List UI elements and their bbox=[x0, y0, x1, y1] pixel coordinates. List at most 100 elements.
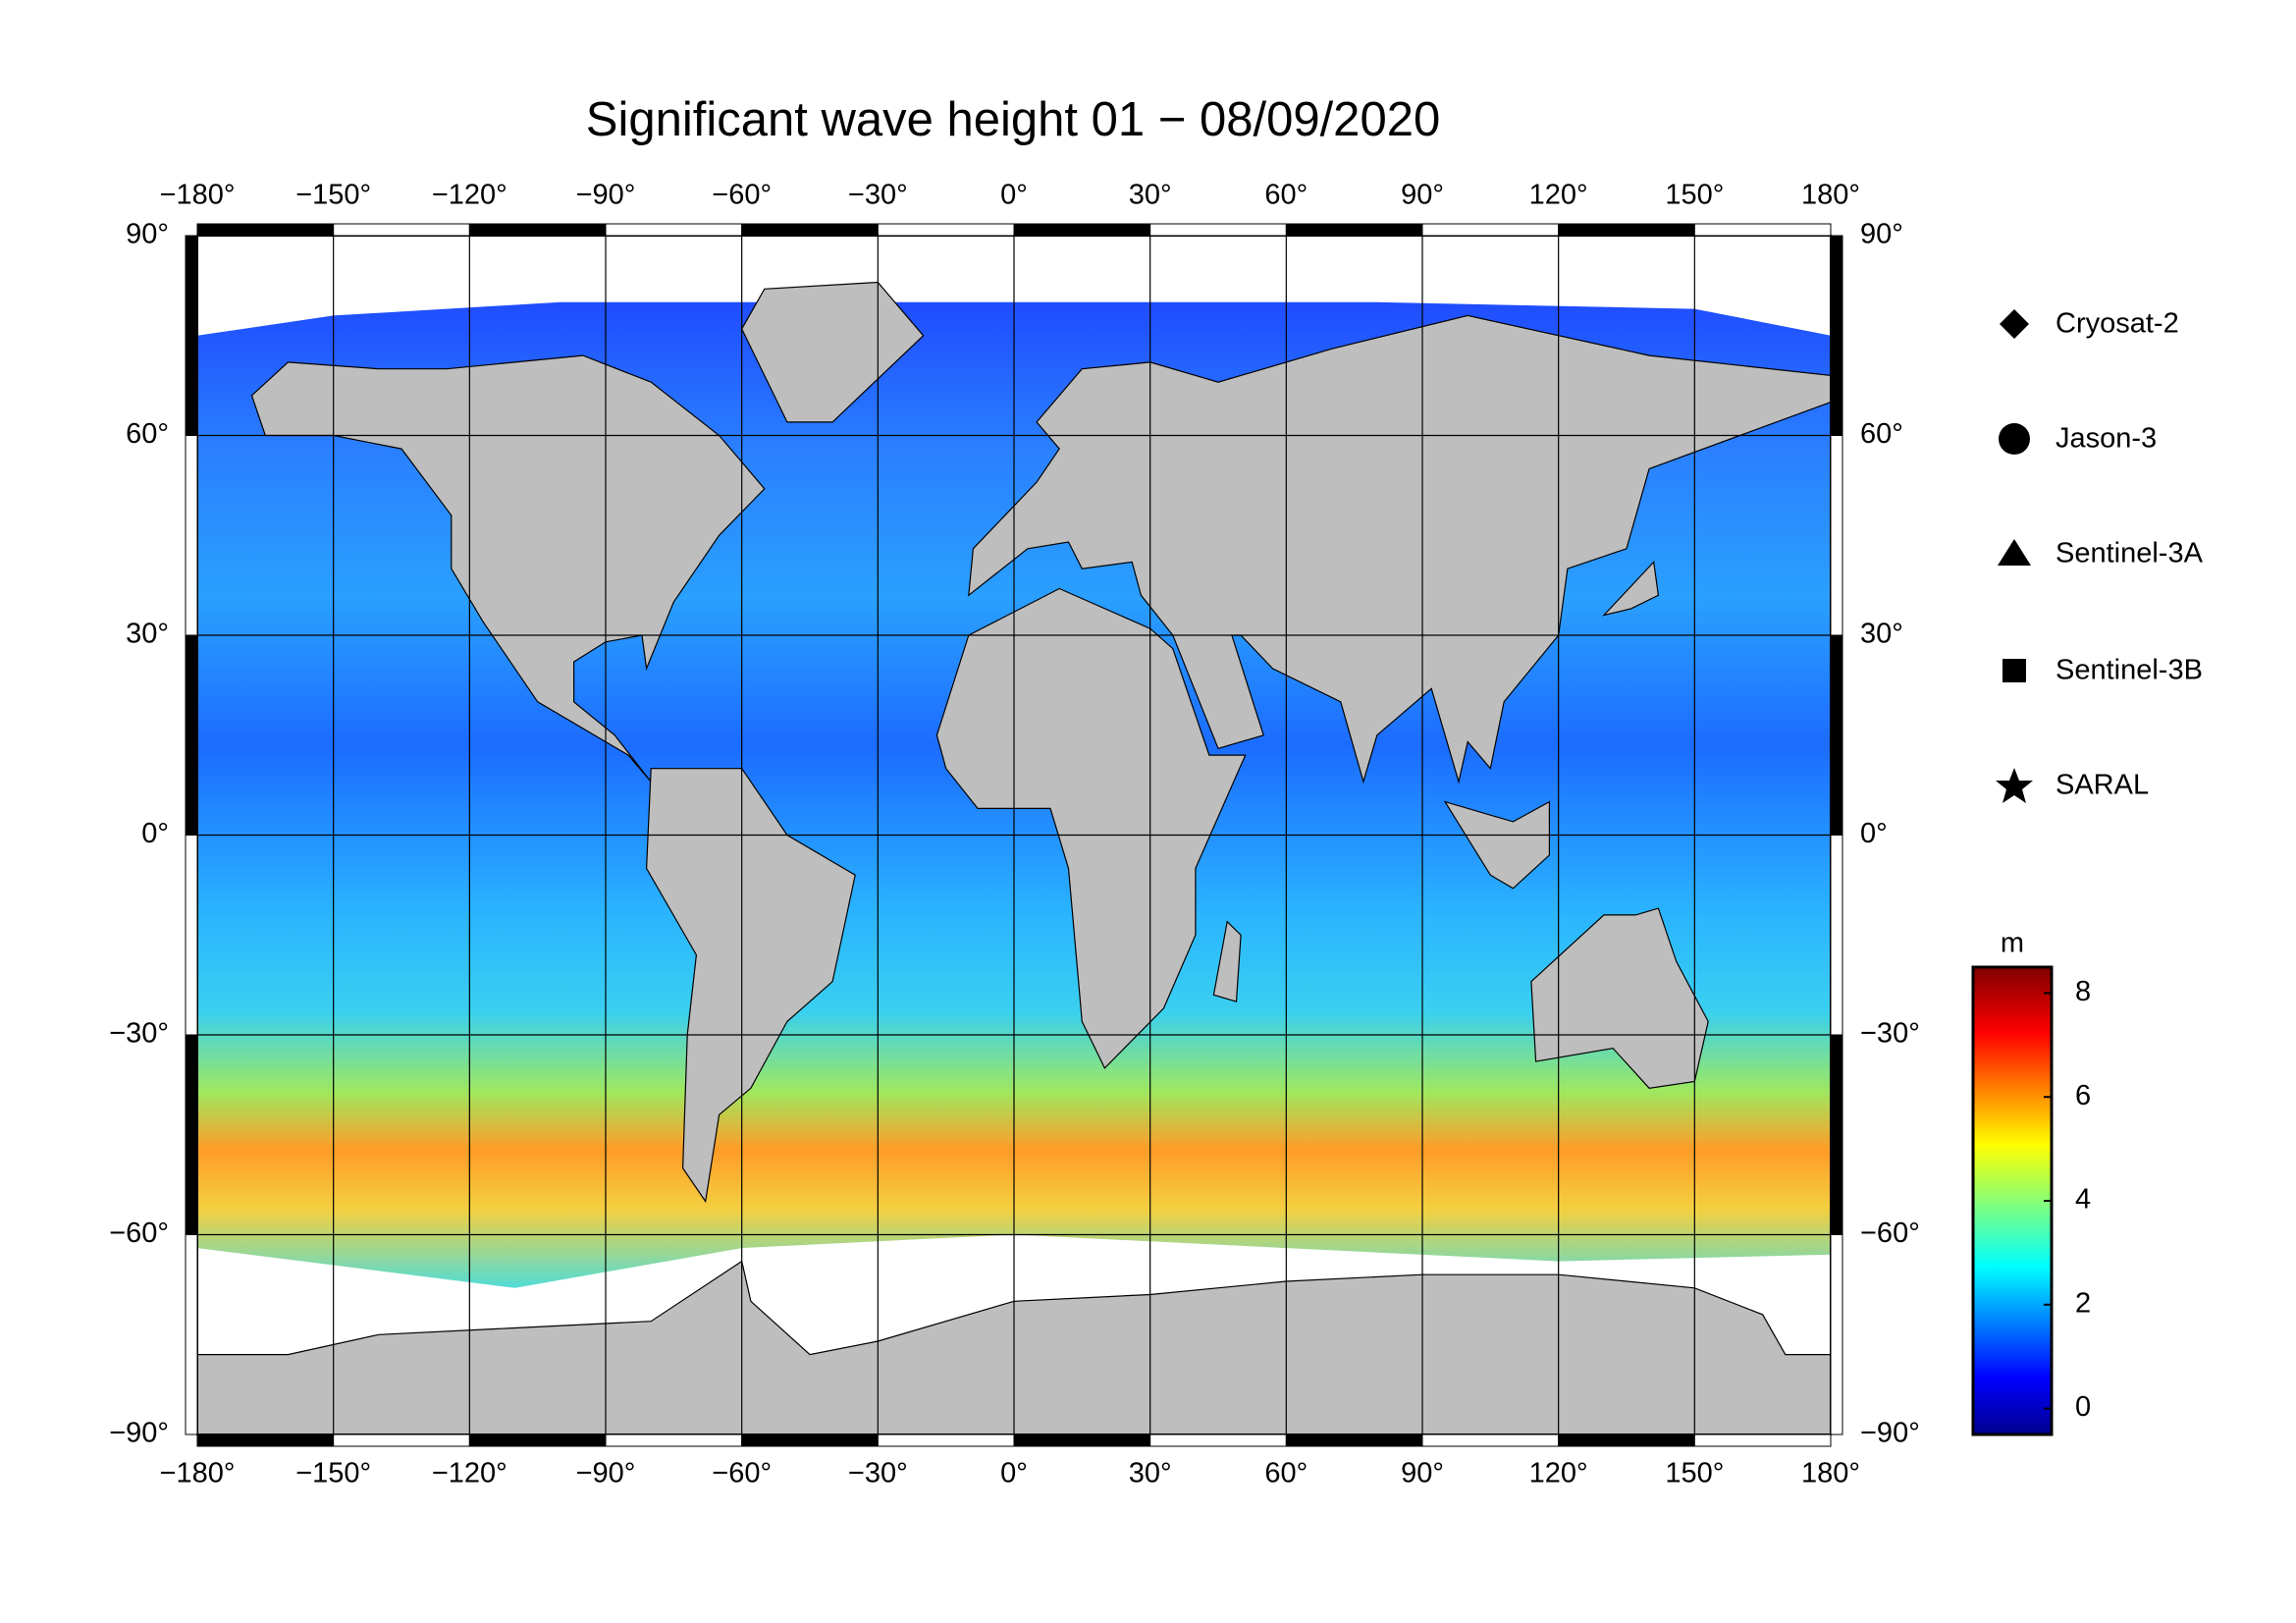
lat-tick-label: −90° bbox=[109, 1418, 169, 1449]
lon-tick-label: 30° bbox=[1129, 180, 1172, 211]
lon-tick-label: −90° bbox=[576, 1458, 636, 1489]
lat-tick-label: −60° bbox=[1860, 1217, 1920, 1249]
frame-band bbox=[468, 1434, 607, 1447]
colorbar-tick-label: 8 bbox=[2075, 976, 2091, 1007]
lon-tick-label: 0° bbox=[1000, 180, 1028, 211]
frame-band bbox=[196, 1434, 335, 1447]
land bbox=[250, 354, 766, 783]
lon-tick-label: 90° bbox=[1401, 180, 1444, 211]
frame-band bbox=[196, 223, 335, 237]
lat-tick-label: 60° bbox=[1860, 418, 1903, 450]
land bbox=[968, 314, 1832, 784]
lat-tick-label: 0° bbox=[141, 818, 169, 849]
lon-tick-label: −180° bbox=[160, 180, 236, 211]
lat-tick-label: 90° bbox=[126, 219, 169, 250]
lon-tick-label: 120° bbox=[1529, 1458, 1588, 1489]
map-area bbox=[196, 235, 1832, 1435]
legend-label: SARAL bbox=[2056, 770, 2149, 801]
frame-band bbox=[333, 223, 470, 237]
frame-band bbox=[1285, 223, 1423, 237]
frame-band bbox=[185, 1234, 198, 1435]
legend-square bbox=[2002, 659, 2026, 682]
lon-tick-label: 30° bbox=[1129, 1458, 1172, 1489]
frame-band bbox=[185, 435, 198, 636]
frame-band bbox=[185, 634, 198, 836]
colorbar: m 0 2 4 6 8 bbox=[1971, 928, 2091, 1436]
lat-tick-label: 30° bbox=[1860, 619, 1903, 650]
legend: Cryosat-2 Jason-3 Sentinel-3A Sentinel-3… bbox=[1996, 308, 2204, 803]
frame-band bbox=[185, 835, 198, 1036]
frame-band bbox=[333, 1434, 470, 1447]
legend-diamond bbox=[2000, 309, 2029, 339]
legend-triangle bbox=[1998, 539, 2031, 566]
title: Significant wave height 01 − 08/09/2020 bbox=[586, 93, 1440, 146]
colorbar-tick-label: 4 bbox=[2075, 1184, 2091, 1216]
legend-label: Sentinel-3A bbox=[2056, 538, 2204, 569]
lat-tick-label: 0° bbox=[1860, 818, 1888, 849]
frame-band bbox=[1013, 1434, 1151, 1447]
lon-tick-label: 0° bbox=[1000, 1458, 1028, 1489]
legend-label: Cryosat-2 bbox=[2056, 308, 2179, 340]
lat-tick-label: −60° bbox=[109, 1217, 169, 1249]
frame-band bbox=[877, 223, 1015, 237]
land bbox=[1212, 920, 1242, 1002]
frame-band bbox=[741, 223, 879, 237]
frame-band bbox=[1693, 223, 1832, 237]
frame-band bbox=[1830, 1034, 1843, 1235]
frame-band bbox=[1830, 634, 1843, 836]
lat-tick-label: 30° bbox=[126, 619, 169, 650]
frame-band bbox=[1421, 223, 1560, 237]
frame-band bbox=[1149, 223, 1287, 237]
frame-band bbox=[1285, 1434, 1423, 1447]
land bbox=[645, 768, 856, 1204]
legend-star bbox=[1996, 768, 2033, 803]
frame-band bbox=[185, 235, 198, 436]
lat-tick-label: −30° bbox=[109, 1018, 169, 1050]
colorbar-tick-label: 2 bbox=[2075, 1287, 2091, 1319]
legend-circle bbox=[1999, 423, 2030, 455]
lon-tick-label: 180° bbox=[1801, 180, 1860, 211]
lon-tick-label: −150° bbox=[295, 1458, 371, 1489]
lon-tick-label: −150° bbox=[295, 180, 371, 211]
colorbar-ramp bbox=[1971, 965, 2054, 1436]
frame-band bbox=[1830, 1234, 1843, 1435]
frame-band bbox=[1421, 1434, 1560, 1447]
lat-tick-label: −90° bbox=[1860, 1418, 1920, 1449]
land bbox=[1602, 561, 1660, 617]
lon-tick-label: 60° bbox=[1264, 1458, 1308, 1489]
legend-label: Jason-3 bbox=[2056, 423, 2157, 455]
colorbar-tick-label: 0 bbox=[2075, 1391, 2091, 1423]
lon-tick-label: −120° bbox=[432, 180, 507, 211]
frame-band bbox=[605, 1434, 743, 1447]
lat-tick-label: 90° bbox=[1860, 219, 1903, 250]
lon-tick-label: 90° bbox=[1401, 1458, 1444, 1489]
lat-tick-label: 60° bbox=[126, 418, 169, 450]
lat-tick-label: −30° bbox=[1860, 1018, 1920, 1050]
frame-band bbox=[1830, 235, 1843, 436]
colorbar-label: m bbox=[2001, 928, 2024, 959]
lon-tick-label: −180° bbox=[160, 1458, 236, 1489]
frame-band bbox=[877, 1434, 1015, 1447]
lon-tick-label: −30° bbox=[848, 1458, 908, 1489]
lon-tick-label: −60° bbox=[712, 180, 772, 211]
lon-tick-label: 180° bbox=[1801, 1458, 1860, 1489]
land bbox=[1443, 800, 1551, 890]
lon-tick-label: −90° bbox=[576, 180, 636, 211]
frame-band bbox=[185, 1034, 198, 1235]
colorbar-tick-label: 6 bbox=[2075, 1080, 2091, 1111]
lon-tick-label: 120° bbox=[1529, 180, 1588, 211]
land bbox=[1530, 907, 1709, 1089]
frame-band bbox=[1013, 223, 1151, 237]
frame-band bbox=[1693, 1434, 1832, 1447]
frame-band bbox=[468, 223, 607, 237]
lon-tick-label: 150° bbox=[1665, 1458, 1724, 1489]
frame-band bbox=[1830, 435, 1843, 636]
lon-tick-label: 60° bbox=[1264, 180, 1308, 211]
frame-band bbox=[741, 1434, 879, 1447]
legend-label: Sentinel-3B bbox=[2056, 655, 2203, 686]
frame-band bbox=[1558, 1434, 1695, 1447]
frame-band bbox=[1830, 835, 1843, 1036]
lon-tick-label: −30° bbox=[848, 180, 908, 211]
frame-band bbox=[1558, 223, 1695, 237]
